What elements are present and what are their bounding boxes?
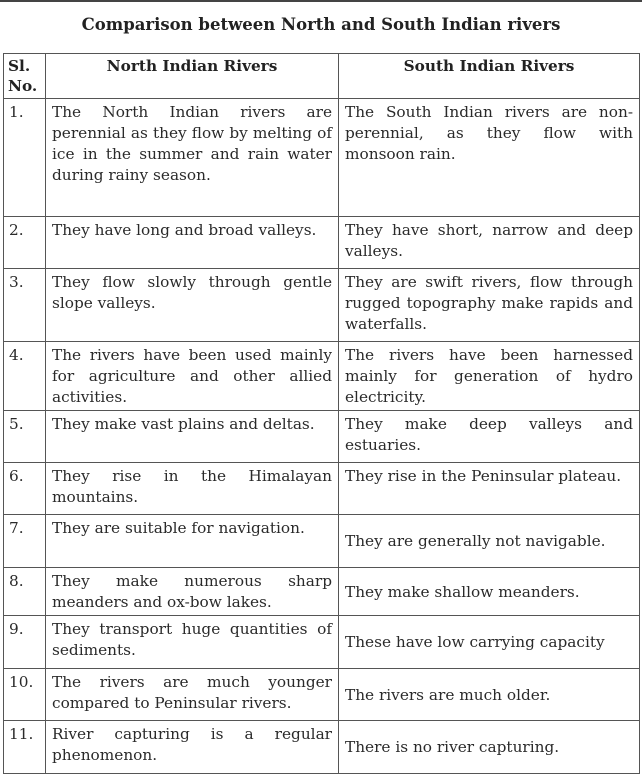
north-cell: River capturing is a regular phenomenon. — [45, 720, 339, 774]
table-row: 10. The rivers are much younger compared … — [3, 668, 640, 721]
table-title: Comparison between North and South India… — [81, 15, 561, 34]
header-south: South Indian Rivers — [338, 53, 640, 99]
south-cell: They are generally not navigable. — [338, 514, 640, 568]
table-row: 2. They have long and broad valleys. They … — [3, 216, 640, 269]
comparison-table: Sl. No. North Indian Rivers South Indian… — [3, 53, 640, 774]
row-number: 5. — [3, 410, 46, 463]
north-cell: They flow slowly through gentle slope va… — [45, 268, 339, 342]
row-number: 4. — [3, 341, 46, 411]
south-cell: They have short, narrow and deep valleys… — [338, 216, 640, 269]
north-cell: The rivers have been used mainly for agr… — [45, 341, 339, 411]
row-number: 8. — [3, 567, 46, 616]
north-cell: They transport huge quantities of sedime… — [45, 615, 339, 669]
north-cell: They make vast plains and deltas. — [45, 410, 339, 463]
south-cell: The rivers are much older. — [338, 668, 640, 721]
north-cell: The rivers are much younger compared to … — [45, 668, 339, 721]
table-row: 3. They flow slowly through gentle slope … — [3, 268, 640, 342]
row-number: 6. — [3, 462, 46, 515]
south-cell: There is no river capturing. — [338, 720, 640, 774]
row-number: 9. — [3, 615, 46, 669]
table-row: 4. The rivers have been used mainly for a… — [3, 341, 640, 411]
north-cell: They rise in the Himalayan mountains. — [45, 462, 339, 515]
south-cell: The rivers have been harnessed mainly fo… — [338, 341, 640, 411]
table-row: 6. They rise in the Himalayan mountains. T… — [3, 462, 640, 515]
table-row: 5. They make vast plains and deltas. They … — [3, 410, 640, 463]
row-number: 7. — [3, 514, 46, 568]
row-number: 11. — [3, 720, 46, 774]
south-cell: The South Indian rivers are non-perennia… — [338, 98, 640, 217]
header-row: Sl. No. North Indian Rivers South Indian… — [3, 53, 640, 99]
south-cell: They rise in the Peninsular plateau. — [338, 462, 640, 515]
table-row: 1. The North Indian rivers are perennial … — [3, 98, 640, 217]
north-cell: They make numerous sharp meanders and ox… — [45, 567, 339, 616]
south-cell: These have low carrying capacity — [338, 615, 640, 669]
table-row: 9. They transport huge quantities of sedi… — [3, 615, 640, 669]
top-rule — [0, 0, 642, 2]
table-row: 8. They make numerous sharp meanders and … — [3, 567, 640, 616]
row-number: 3. — [3, 268, 46, 342]
north-cell: The North Indian rivers are perennial as… — [45, 98, 339, 217]
header-north: North Indian Rivers — [45, 53, 339, 99]
table-row: 7. They are suitable for navigation. They … — [3, 514, 640, 568]
table-row: 11. River capturing is a regular phenomen… — [3, 720, 640, 774]
north-cell: They have long and broad valleys. — [45, 216, 339, 269]
header-sl-no: Sl. No. — [3, 53, 46, 99]
row-number: 2. — [3, 216, 46, 269]
south-cell: They make deep valleys and estuaries. — [338, 410, 640, 463]
south-cell: They are swift rivers, flow through rugg… — [338, 268, 640, 342]
row-number: 1. — [3, 98, 46, 217]
row-number: 10. — [3, 668, 46, 721]
north-cell: They are suitable for navigation. — [45, 514, 339, 568]
south-cell: They make shallow meanders. — [338, 567, 640, 616]
